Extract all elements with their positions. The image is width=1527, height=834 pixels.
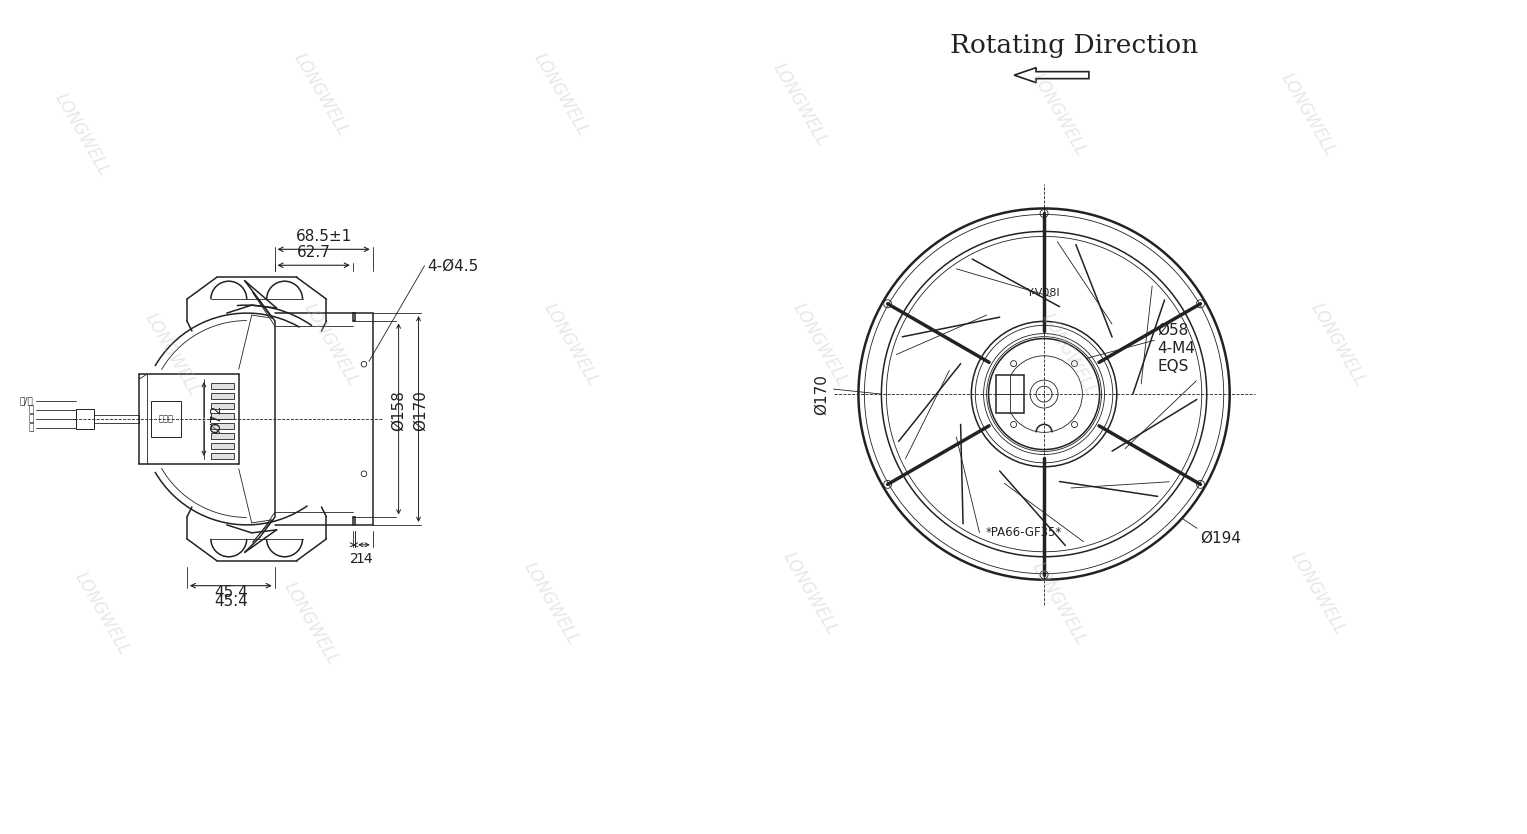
Bar (211, 433, 234, 439)
Text: 棕: 棕 (27, 414, 34, 424)
Text: Rotating Direction: Rotating Direction (950, 33, 1199, 58)
Text: LONGWELL: LONGWELL (530, 51, 591, 139)
Text: Ø58: Ø58 (1157, 323, 1188, 338)
Text: LONGWELL: LONGWELL (301, 299, 362, 389)
Text: LONGWELL: LONGWELL (281, 579, 342, 668)
Text: 黑: 黑 (27, 424, 34, 433)
Bar (211, 383, 234, 389)
Bar (211, 453, 234, 459)
Text: *PA66-GF35*: *PA66-GF35* (986, 525, 1063, 539)
Bar (151, 401, 180, 437)
Text: 62.7: 62.7 (296, 245, 331, 260)
Text: LONGWELL: LONGWELL (52, 90, 113, 179)
Text: LONGWELL: LONGWELL (1287, 549, 1348, 638)
Text: LONGWELL: LONGWELL (779, 549, 841, 638)
Text: 合格证: 合格证 (159, 414, 174, 424)
FancyArrow shape (1014, 68, 1089, 83)
Text: EQS: EQS (1157, 359, 1188, 374)
Bar (211, 413, 234, 419)
Text: 4-M4: 4-M4 (1157, 341, 1196, 356)
Text: Ø72: Ø72 (209, 404, 223, 433)
Text: LONGWELL: LONGWELL (1028, 70, 1090, 159)
Text: Ø158: Ø158 (391, 390, 406, 431)
Text: 黄/绿: 黄/绿 (20, 396, 34, 405)
Text: LONGWELL: LONGWELL (72, 569, 133, 658)
Text: LONGWELL: LONGWELL (1028, 559, 1090, 648)
Text: 蓝: 蓝 (27, 405, 34, 414)
Text: LONGWELL: LONGWELL (140, 309, 203, 399)
Text: LONGWELL: LONGWELL (1038, 309, 1099, 399)
Text: 4-Ø4.5: 4-Ø4.5 (428, 259, 479, 274)
Text: LONGWELL: LONGWELL (290, 51, 353, 139)
Text: Ø170: Ø170 (412, 390, 428, 431)
Bar (996, 375, 1025, 413)
Text: Y-V08l: Y-V08l (1028, 289, 1061, 299)
Text: 2: 2 (350, 552, 359, 565)
Text: LONGWELL: LONGWELL (770, 60, 831, 149)
Text: LONGWELL: LONGWELL (789, 299, 851, 389)
Text: 68.5±1: 68.5±1 (296, 229, 351, 244)
Bar (76, 409, 95, 429)
Text: LONGWELL: LONGWELL (539, 299, 602, 389)
Text: Ø194: Ø194 (1200, 530, 1241, 545)
Text: LONGWELL: LONGWELL (519, 559, 582, 648)
Text: LONGWELL: LONGWELL (1307, 299, 1370, 389)
Text: 45.4: 45.4 (214, 594, 247, 609)
Text: Ø170: Ø170 (814, 374, 829, 414)
Bar (211, 403, 234, 409)
Text: LONGWELL: LONGWELL (1277, 70, 1339, 159)
Text: 14: 14 (356, 552, 373, 565)
Bar (211, 443, 234, 449)
Text: 45.4: 45.4 (214, 585, 247, 600)
Bar (95, 415, 139, 423)
Bar (211, 423, 234, 429)
Bar (211, 393, 234, 399)
